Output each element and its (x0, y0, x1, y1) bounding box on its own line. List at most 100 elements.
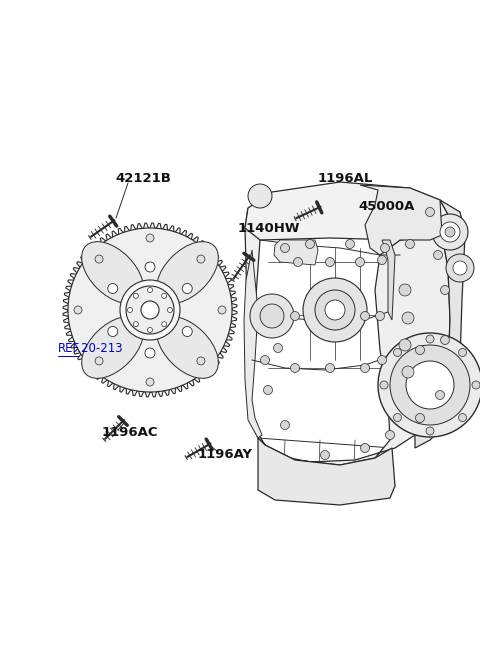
Circle shape (145, 262, 155, 272)
Circle shape (360, 312, 370, 321)
Circle shape (325, 363, 335, 373)
Circle shape (290, 312, 300, 321)
Circle shape (325, 300, 345, 320)
Circle shape (95, 255, 103, 263)
Circle shape (416, 413, 424, 422)
Circle shape (197, 357, 205, 365)
Circle shape (375, 312, 384, 321)
Circle shape (293, 258, 302, 266)
Circle shape (133, 293, 138, 298)
Circle shape (426, 427, 434, 435)
Ellipse shape (156, 317, 218, 379)
Ellipse shape (156, 241, 218, 304)
Circle shape (406, 239, 415, 249)
Circle shape (218, 306, 226, 314)
Ellipse shape (82, 241, 144, 304)
Circle shape (325, 258, 335, 266)
Circle shape (260, 304, 284, 328)
Circle shape (385, 430, 395, 440)
Polygon shape (245, 208, 450, 465)
Circle shape (402, 312, 414, 324)
Circle shape (305, 239, 314, 249)
Polygon shape (244, 250, 262, 438)
Circle shape (453, 261, 467, 275)
Text: 1140HW: 1140HW (238, 222, 300, 234)
Circle shape (356, 258, 364, 266)
Circle shape (378, 333, 480, 437)
Circle shape (162, 293, 167, 298)
Circle shape (261, 356, 269, 365)
Circle shape (321, 451, 329, 459)
Circle shape (168, 308, 172, 312)
Circle shape (377, 356, 386, 365)
Circle shape (390, 345, 470, 425)
Circle shape (126, 286, 174, 334)
Circle shape (406, 361, 454, 409)
Circle shape (145, 348, 155, 358)
Circle shape (394, 348, 401, 356)
Circle shape (315, 290, 355, 330)
Circle shape (446, 254, 474, 282)
Circle shape (432, 214, 468, 250)
Circle shape (441, 335, 449, 344)
Circle shape (147, 287, 153, 293)
Text: 42121B: 42121B (115, 171, 171, 184)
Circle shape (95, 357, 103, 365)
Polygon shape (258, 438, 395, 505)
Circle shape (248, 184, 272, 208)
Circle shape (360, 363, 370, 373)
Circle shape (416, 346, 424, 354)
Circle shape (74, 306, 82, 314)
Circle shape (146, 378, 154, 386)
Ellipse shape (82, 317, 144, 379)
Circle shape (346, 239, 355, 249)
Circle shape (433, 251, 443, 260)
Circle shape (399, 339, 411, 351)
Circle shape (108, 327, 118, 337)
Circle shape (250, 294, 294, 338)
Circle shape (441, 285, 449, 295)
Circle shape (445, 227, 455, 237)
Circle shape (458, 348, 467, 356)
Circle shape (197, 255, 205, 263)
Polygon shape (274, 240, 318, 265)
Circle shape (290, 363, 300, 373)
Polygon shape (63, 223, 237, 397)
Text: REF.20-213: REF.20-213 (58, 342, 124, 354)
Circle shape (426, 335, 434, 343)
Circle shape (274, 344, 283, 352)
Text: 45000A: 45000A (358, 201, 414, 213)
Circle shape (394, 413, 401, 422)
Circle shape (472, 381, 480, 389)
Circle shape (280, 243, 289, 253)
Circle shape (68, 228, 232, 392)
Circle shape (377, 255, 386, 264)
Circle shape (133, 321, 138, 327)
Circle shape (458, 413, 467, 422)
Circle shape (440, 222, 460, 242)
Polygon shape (382, 240, 395, 320)
Circle shape (56, 216, 244, 404)
Circle shape (147, 327, 153, 333)
Circle shape (402, 366, 414, 378)
Circle shape (182, 283, 192, 293)
Circle shape (425, 207, 434, 216)
Polygon shape (360, 185, 442, 255)
Circle shape (141, 301, 159, 319)
Polygon shape (245, 182, 450, 240)
Circle shape (182, 327, 192, 337)
Circle shape (399, 284, 411, 296)
Circle shape (380, 381, 388, 389)
Circle shape (108, 283, 118, 293)
Text: 1196AC: 1196AC (102, 426, 158, 438)
Text: 1196AL: 1196AL (318, 171, 373, 184)
Circle shape (280, 420, 289, 430)
Polygon shape (415, 200, 465, 448)
Circle shape (264, 386, 273, 394)
Circle shape (128, 308, 132, 312)
Circle shape (146, 234, 154, 242)
Circle shape (381, 243, 389, 253)
Text: 1196AY: 1196AY (198, 449, 253, 462)
Circle shape (120, 280, 180, 340)
Circle shape (303, 278, 367, 342)
